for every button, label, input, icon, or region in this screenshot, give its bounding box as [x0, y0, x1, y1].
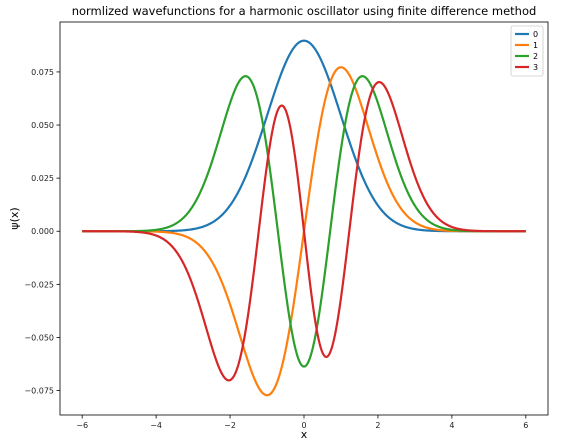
x-tick-label: 4	[449, 421, 454, 430]
y-tick-label: −0.025	[24, 280, 54, 289]
x-tick-label: 2	[375, 421, 380, 430]
y-tick-label: 0.050	[31, 121, 54, 130]
series-layer	[81, 39, 527, 397]
y-tick-label: −0.075	[24, 387, 54, 396]
x-tick-label: 0	[301, 421, 306, 430]
legend-label-0: 0	[533, 30, 538, 39]
plot-background	[60, 22, 548, 415]
x-tick-label: −6	[76, 421, 88, 430]
legend: 0 1 2 3	[510, 25, 544, 77]
legend-label-3: 3	[533, 63, 538, 72]
y-axis-label: ψ(x)	[8, 207, 21, 229]
axes-layer: −6 −4 −2 0 2 4 6 −0.075 −0.050 −0.025 0.000 0.025 0.…	[24, 21, 549, 430]
x-axis-label: x	[301, 428, 308, 441]
series-line-3	[81, 81, 527, 382]
legend-label-2: 2	[533, 52, 538, 61]
plot-area	[60, 22, 548, 415]
y-tick-label: −0.050	[24, 333, 54, 342]
x-tick-label: −4	[150, 421, 162, 430]
x-tick-label: −2	[224, 421, 236, 430]
chart-title: normlized wavefunctions for a harmonic o…	[72, 4, 537, 18]
series-line-2	[81, 75, 527, 368]
y-tick-label: 0.075	[31, 68, 54, 77]
legend-box	[510, 25, 544, 77]
legend-label-1: 1	[533, 41, 538, 50]
y-tick-label: 0.025	[31, 174, 54, 183]
y-tick-label: 0.000	[31, 227, 54, 236]
x-tick-label: 6	[523, 421, 528, 430]
